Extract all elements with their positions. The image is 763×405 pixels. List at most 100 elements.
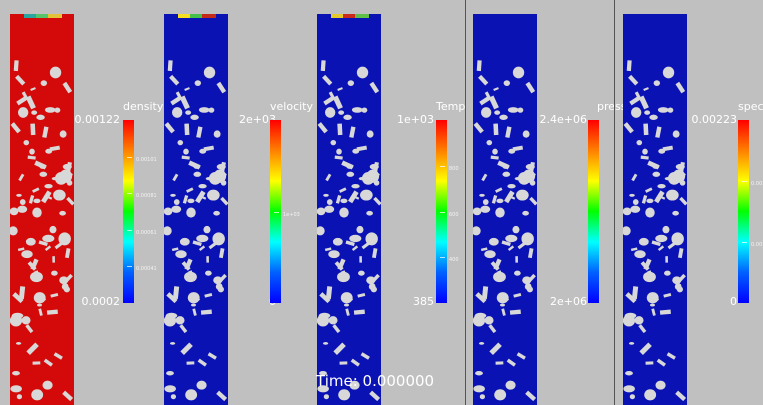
species-field[interactable] — [623, 14, 687, 405]
species-view[interactable]: 0.00223 0 spec 0.0015 0.001 — [615, 0, 763, 405]
particle-shape — [507, 245, 515, 252]
particle-shape — [345, 308, 350, 316]
particle-shape — [347, 80, 355, 87]
velocity-view[interactable]: 2e+03 0 velocity 1e+03 — [155, 0, 313, 405]
particle-shape — [339, 207, 349, 218]
particle-shape — [32, 207, 42, 218]
view-divider-2[interactable] — [614, 0, 615, 405]
particle-shape — [626, 60, 632, 72]
particle-shape — [484, 250, 496, 259]
particle-shape — [330, 140, 337, 146]
particle-shape — [65, 248, 71, 259]
particle-shape — [473, 226, 481, 236]
velocity-field[interactable] — [164, 14, 228, 405]
particle-shape — [220, 180, 227, 186]
particle-shape — [16, 193, 22, 197]
particle-shape — [630, 107, 642, 118]
particle-shape — [13, 60, 19, 72]
temp-field[interactable] — [317, 14, 381, 405]
velocity-max-label: 2e+03 — [239, 113, 276, 126]
particle-shape — [198, 107, 210, 113]
particle-shape — [507, 183, 516, 189]
particle-shape — [366, 276, 376, 285]
particle-shape — [672, 210, 679, 216]
particle-shape — [21, 316, 31, 325]
particle-shape — [64, 273, 73, 283]
particle-shape — [172, 173, 179, 182]
particle-shape — [319, 292, 331, 304]
particle-shape — [165, 312, 178, 319]
particle-shape — [479, 193, 485, 197]
particle-shape — [338, 389, 351, 401]
particle-shape — [644, 389, 657, 401]
particle-shape — [177, 140, 184, 146]
particle-shape — [203, 145, 215, 152]
particle-shape — [512, 66, 525, 79]
particle-shape — [33, 198, 41, 204]
particle-shape — [641, 194, 648, 204]
temp-min-label: 385 — [413, 295, 434, 308]
velocity-title: velocity — [270, 100, 313, 113]
particle-shape — [336, 148, 342, 155]
particle-shape — [636, 140, 643, 146]
particle-shape — [213, 276, 223, 285]
particle-shape — [194, 80, 202, 87]
particle-shape — [672, 276, 682, 285]
particle-shape — [475, 292, 487, 304]
density-view[interactable]: 0.00122 0.0002 density 0.00101 0.00081 0.0… — [0, 0, 163, 405]
particle-shape — [27, 155, 36, 160]
particle-shape — [674, 283, 682, 291]
pressure-view[interactable]: 2.4e+06 2e+06 press — [466, 0, 627, 405]
particle-shape — [513, 292, 522, 298]
particle-shape — [323, 193, 329, 197]
particle-shape — [657, 107, 669, 113]
particle-shape — [317, 122, 328, 134]
particle-shape — [356, 225, 364, 234]
particle-shape — [623, 226, 631, 236]
pressure-field[interactable] — [473, 14, 537, 405]
particle-shape — [17, 205, 28, 213]
particle-shape — [507, 107, 519, 113]
particle-shape — [516, 352, 526, 360]
particle-shape — [497, 270, 504, 281]
temp-view[interactable]: 1e+03 385 Temp 800 600 400 — [310, 0, 465, 405]
particle-shape — [353, 309, 365, 315]
particle-shape — [665, 256, 668, 263]
particle-shape — [495, 361, 504, 365]
particle-shape — [169, 342, 176, 345]
particle-shape — [25, 324, 34, 334]
particle-shape — [333, 342, 346, 355]
view-divider[interactable] — [465, 0, 466, 405]
particle-shape — [509, 195, 516, 200]
particle-shape — [51, 270, 58, 276]
particle-shape — [66, 180, 73, 186]
time-annotation: Time: 0.000000 — [316, 372, 435, 390]
particle-shape — [663, 292, 672, 298]
particle-shape — [186, 207, 196, 218]
particle-shape — [25, 95, 36, 110]
particle-shape — [675, 390, 687, 402]
particle-shape — [204, 292, 213, 298]
species-colorbar: 0.0015 0.001 — [738, 120, 763, 303]
particle-shape — [49, 225, 57, 234]
colorbar-tick — [274, 212, 279, 213]
particle-shape — [220, 196, 228, 206]
colorbar-tick — [742, 181, 747, 182]
particle-shape — [653, 80, 661, 87]
particle-shape — [216, 390, 228, 402]
particle-shape — [52, 256, 55, 263]
particle-shape — [180, 342, 193, 355]
particle-shape — [358, 270, 365, 276]
particle-shape — [31, 110, 38, 115]
particle-shape — [495, 207, 505, 218]
particle-shape — [647, 270, 654, 281]
particle-shape — [38, 308, 43, 316]
particle-shape — [679, 172, 686, 177]
particle-shape — [493, 123, 499, 136]
particle-shape — [53, 189, 66, 201]
particle-shape — [630, 247, 638, 252]
particle-shape — [624, 312, 637, 319]
particle-shape — [213, 210, 220, 216]
particle-shape — [642, 148, 648, 155]
density-field[interactable] — [10, 14, 74, 405]
